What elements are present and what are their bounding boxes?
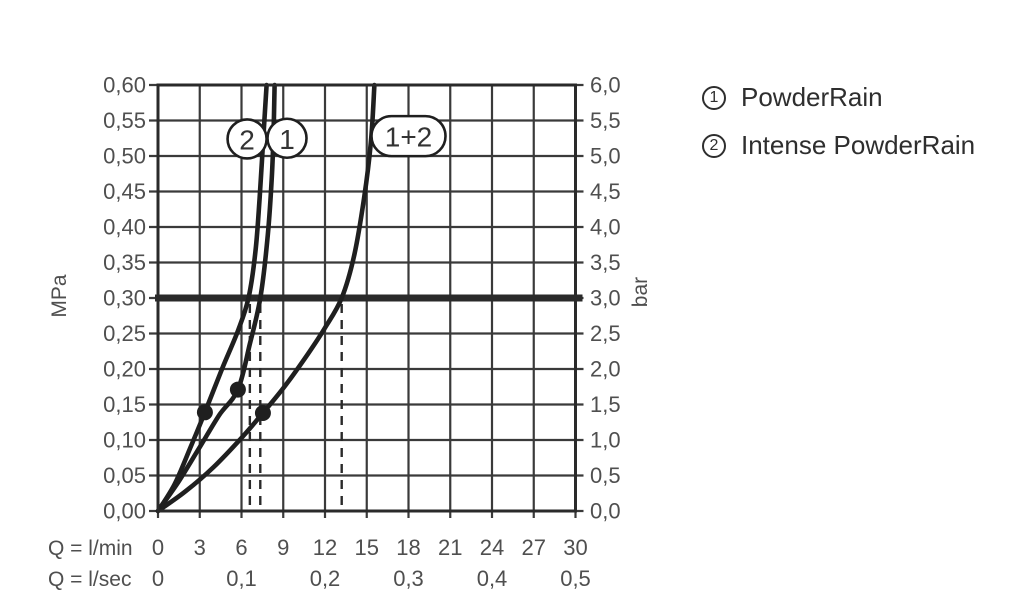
marker-dot-series-1+2 — [254, 405, 271, 422]
x-tick-lmin: 21 — [438, 535, 462, 560]
y-tick-left: 0,00 — [103, 499, 146, 524]
x-tick-lsec: 0 — [152, 566, 164, 591]
legend-item-powderrain: 1 PowderRain — [702, 82, 975, 113]
y-tick-right: 3,5 — [590, 250, 621, 275]
y-tick-right: 2,0 — [590, 357, 621, 382]
x-tick-lmin: 30 — [563, 535, 587, 560]
y-tick-right: 0,0 — [590, 499, 621, 524]
circled-1-icon: 1 — [702, 85, 726, 110]
plot-border — [156, 83, 577, 513]
curve-bubble-label-1+2: 1+2 — [385, 122, 433, 153]
y-tick-left: 0,45 — [103, 179, 146, 204]
x-axis-row-header-lmin: Q = l/min — [48, 537, 133, 560]
x-axis-row-header-lsec: Q = l/sec — [48, 568, 131, 591]
y-axis-unit-left: MPa — [48, 274, 71, 318]
x-tick-lmin: 0 — [152, 535, 164, 560]
x-tick-lsec: 0,3 — [393, 566, 424, 591]
y-tick-left: 0,35 — [103, 250, 146, 275]
x-tick-lmin: 24 — [480, 535, 504, 560]
y-tick-right: 4,0 — [590, 215, 621, 240]
y-tick-right: 5,5 — [590, 108, 621, 133]
curve-series-1+2 — [155, 82, 377, 514]
y-tick-left: 0,15 — [103, 392, 146, 417]
y-tick-left: 0,25 — [103, 321, 146, 346]
y-tick-right: 0,5 — [590, 463, 621, 488]
x-tick-lsec: 0,4 — [477, 566, 508, 591]
markers-layer — [196, 381, 271, 422]
y-tick-left: 0,55 — [103, 108, 146, 133]
curve-series-2 — [155, 82, 269, 514]
y-tick-right: 4,5 — [590, 179, 621, 204]
legend-label-powderrain: PowderRain — [741, 82, 883, 112]
y-tick-left: 0,20 — [103, 357, 146, 382]
curve-bubble-series-1+2 — [370, 114, 447, 158]
y-tick-left: 0,60 — [103, 73, 146, 98]
marker-dot-series-2 — [196, 404, 213, 421]
marker-dot-series-1 — [229, 381, 246, 398]
x-tick-lmin: 27 — [522, 535, 546, 560]
curve-bubbles-layer: 2 1 1+2 — [226, 114, 447, 160]
y-tick-left: 0,10 — [103, 428, 146, 453]
y-tick-right: 5,0 — [590, 144, 621, 169]
x-tick-lmin: 6 — [235, 535, 247, 560]
x-tick-lsec: 0,5 — [560, 566, 591, 591]
y-tick-left: 0,05 — [103, 463, 146, 488]
x-tick-lmin: 9 — [277, 535, 289, 560]
curve-bubble-series-1 — [266, 117, 308, 160]
y-tick-left: 0,40 — [103, 215, 146, 240]
legend-label-intense-powderrain: Intense PowderRain — [741, 130, 976, 160]
y-tick-right: 2,5 — [590, 321, 621, 346]
tick-labels-layer: 0,000,050,100,150,200,250,300,350,400,45… — [103, 73, 620, 592]
y-tick-right: 1,0 — [590, 428, 621, 453]
x-tick-lsec: 0,1 — [226, 566, 257, 591]
curves-layer — [155, 82, 377, 514]
x-tick-lmin: 3 — [194, 535, 206, 560]
y-tick-right: 6,0 — [590, 73, 621, 98]
x-tick-lmin: 12 — [313, 535, 337, 560]
x-tick-lsec: 0,2 — [310, 566, 341, 591]
x-tick-lmin: 15 — [355, 535, 379, 560]
y-axis-unit-right: bar — [629, 277, 652, 307]
curve-series-1 — [155, 82, 277, 514]
y-tick-left: 0,30 — [103, 286, 146, 311]
plot-border-layer — [156, 83, 577, 513]
y-tick-left: 0,50 — [103, 144, 146, 169]
y-tick-right: 1,5 — [590, 392, 621, 417]
curve-bubble-label-1: 1 — [279, 124, 295, 155]
legend-item-intense-powderrain: 2 Intense PowderRain — [702, 130, 975, 161]
legend: 1 PowderRain 2 Intense PowderRain — [702, 82, 975, 161]
x-tick-lmin: 18 — [396, 535, 420, 560]
circled-2-icon: 2 — [702, 133, 726, 158]
curve-bubble-label-2: 2 — [239, 124, 255, 155]
y-tick-right: 3,0 — [590, 286, 621, 311]
